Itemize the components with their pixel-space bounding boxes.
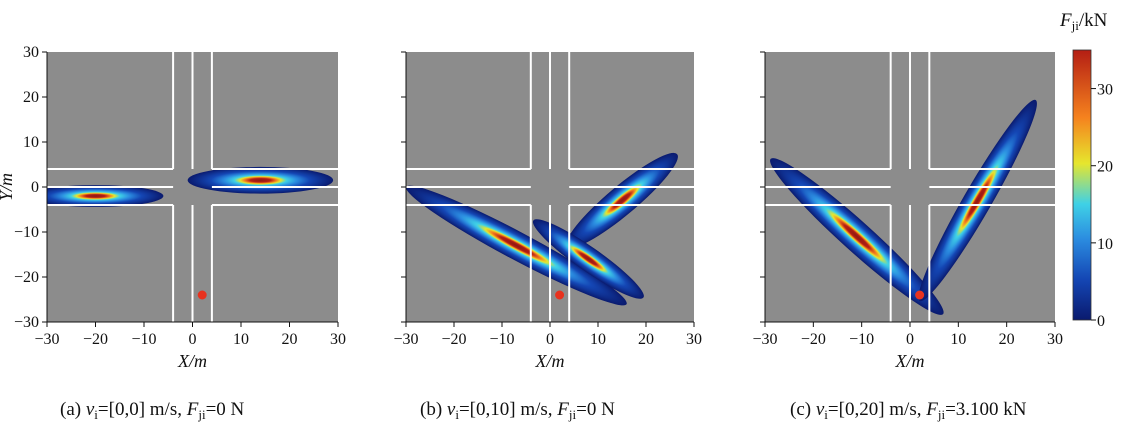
colorbar-tick-label: 30: [1097, 82, 1113, 99]
colorbar-tick-label: 0: [1097, 313, 1105, 330]
y-tick-label: −30: [14, 314, 39, 331]
risk-lobe: [770, 158, 944, 315]
risk-lobe: [532, 219, 644, 299]
risk-lobe: [47, 185, 164, 207]
y-tick-label: 30: [23, 44, 39, 61]
x-tick-label: −20: [801, 331, 826, 348]
x-tick-label: 20: [999, 331, 1015, 348]
x-tick-label: −30: [34, 331, 59, 348]
y-tick-label: 10: [23, 134, 39, 151]
x-tick-label: −10: [131, 331, 156, 348]
heat-lobes: [770, 99, 1037, 315]
risk-lobe: [918, 99, 1037, 302]
colorbar-tick-label: 20: [1097, 159, 1113, 176]
x-tick-label: −10: [849, 331, 874, 348]
x-tick-label: 10: [233, 331, 249, 348]
heat-lobes: [406, 152, 678, 306]
vehicle-marker: [555, 290, 565, 300]
x-tick-label: −10: [489, 331, 514, 348]
x-tick-label: 0: [546, 331, 554, 348]
colorbar-tick-label: 10: [1097, 236, 1113, 253]
panel-c: −30 −20 −10 0 10 20 30 X/m (c) vi=[0,20] m/s, Fj…: [752, 51, 1063, 422]
x-tick-label: 20: [638, 331, 654, 348]
y-axis-label: Y/m: [0, 173, 16, 201]
vehicle-marker: [197, 290, 207, 300]
x-tick-label: 0: [906, 331, 914, 348]
colorbar-gradient: [1072, 49, 1092, 321]
x-tick-label: 30: [330, 331, 346, 348]
x-tick-label: −30: [393, 331, 418, 348]
risk-lobe: [187, 166, 334, 194]
panel-caption: (a) vi=[0,0] m/s, Fji=0 N: [60, 399, 245, 422]
x-axis-label: X/m: [177, 351, 207, 371]
vehicle-marker: [915, 290, 925, 300]
x-tick-label: 20: [282, 331, 298, 348]
risk-lobe: [566, 152, 678, 249]
risk-lobe: [406, 185, 627, 306]
x-tick-label: −20: [83, 331, 108, 348]
x-tick-label: −30: [752, 331, 777, 348]
y-tick-label: −20: [14, 269, 39, 286]
x-tick-label: −20: [441, 331, 466, 348]
colorbar: 0 10 20 30 Fji/kN: [1059, 10, 1113, 330]
colorbar-title: Fji/kN: [1059, 10, 1108, 33]
x-tick-label: 10: [590, 331, 606, 348]
x-tick-label: 0: [189, 331, 197, 348]
y-tick-label: 20: [23, 89, 39, 106]
road-lines: [47, 52, 338, 322]
x-axis-label: X/m: [895, 351, 925, 371]
road-lines: [765, 52, 1055, 322]
y-tick-label: 0: [31, 179, 39, 196]
y-tick-label: −10: [14, 224, 39, 241]
panel-a: −30 −20 −10 0 10 20 30 −30 −20 −10 0 10 20 30 X/m Y/m (a…: [0, 44, 346, 422]
x-tick-label: 30: [1047, 331, 1063, 348]
panel-caption: (b) vi=[0,10] m/s, Fji=0 N: [420, 399, 615, 422]
panel-b: −30 −20 −10 0 10 20 30 X/m (b) vi=[0,10] m/s, Fj…: [393, 51, 702, 422]
x-tick-label: 10: [950, 331, 966, 348]
panel-caption: (c) vi=[0,20] m/s, Fji=3.100 kN: [790, 399, 1027, 422]
x-axis-label: X/m: [535, 351, 565, 371]
road-lines: [406, 52, 694, 322]
x-tick-label: 30: [686, 331, 702, 348]
